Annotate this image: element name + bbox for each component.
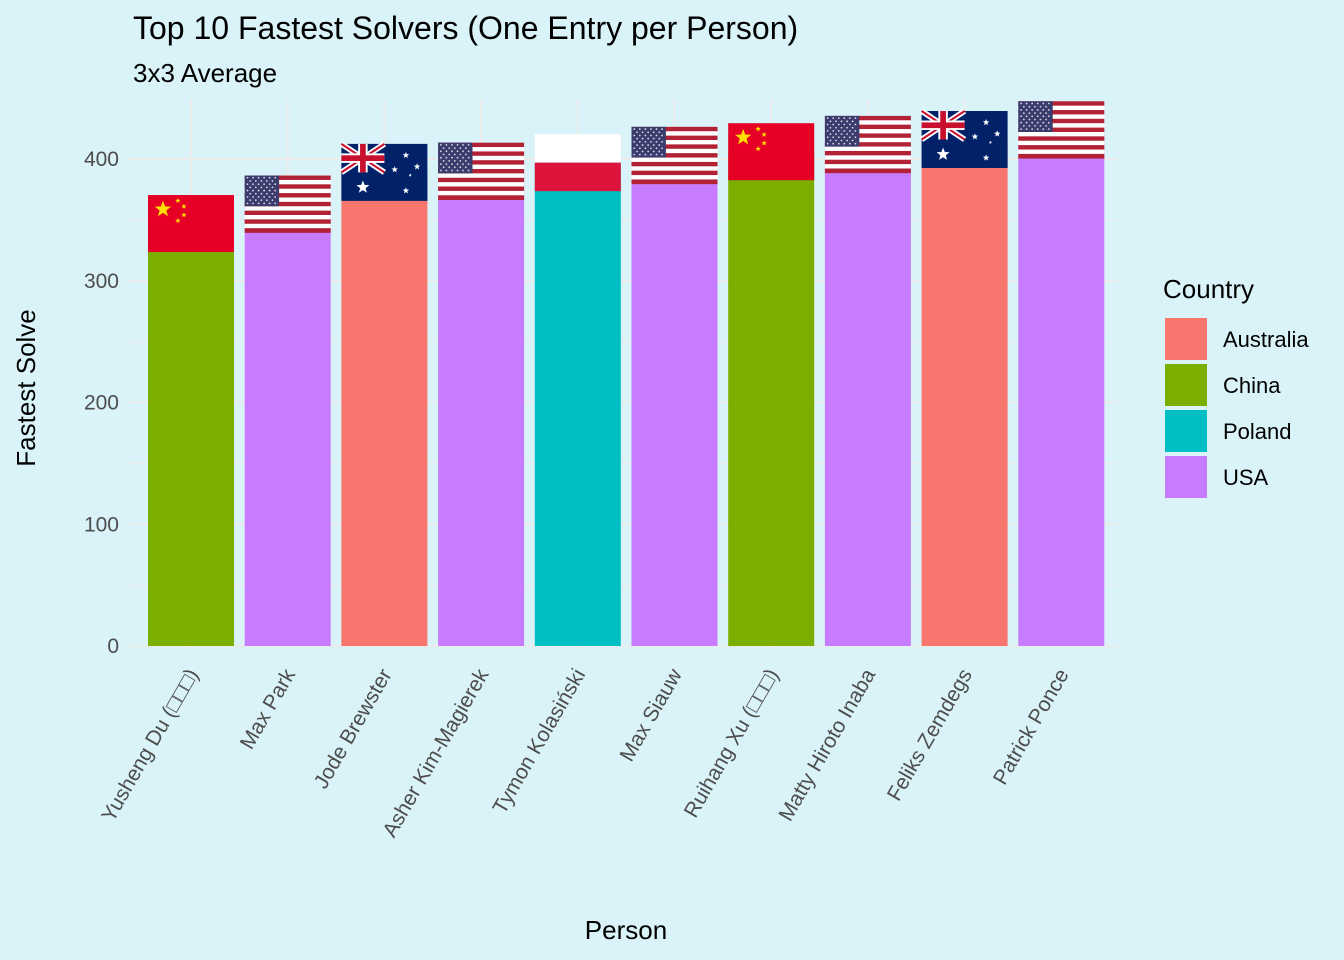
legend: Country Australia China Poland USA	[1163, 274, 1309, 498]
bar	[341, 172, 428, 646]
bar	[1018, 129, 1105, 646]
legend-title: Country	[1163, 274, 1254, 304]
y-tick-label: 400	[84, 148, 119, 171]
chart-title: Top 10 Fastest Solvers (One Entry per Pe…	[133, 10, 798, 46]
y-tick-label: 300	[84, 270, 119, 293]
legend-label: Poland	[1223, 419, 1292, 444]
legend-label: Australia	[1223, 327, 1309, 352]
x-axis-title: Person	[585, 915, 667, 945]
y-axis-ticks: 0 100 200 300 400	[84, 148, 119, 658]
usa-flag-icon	[438, 142, 525, 200]
china-flag-icon	[728, 123, 815, 181]
china-flag-icon	[148, 195, 234, 253]
bar	[244, 204, 331, 647]
y-tick-label: 200	[84, 392, 119, 415]
y-tick-label: 0	[107, 635, 119, 658]
legend-swatch	[1165, 364, 1207, 406]
bar	[438, 171, 525, 647]
bar	[824, 144, 911, 646]
y-axis-title: Fastest Solve	[11, 309, 41, 467]
bar	[148, 223, 234, 646]
legend-label: USA	[1223, 465, 1269, 490]
bars	[148, 129, 1105, 647]
bar	[534, 162, 621, 646]
legend-label: China	[1223, 373, 1281, 398]
bar	[921, 139, 1008, 646]
usa-flag-icon	[244, 175, 331, 233]
y-tick-label: 100	[84, 513, 119, 536]
australia-flag-icon	[339, 141, 428, 201]
usa-flag-icon	[824, 115, 911, 174]
legend-swatch	[1165, 456, 1207, 498]
chart-subtitle: 3x3 Average	[133, 58, 277, 88]
flag-overlays	[148, 101, 1105, 253]
bar	[728, 151, 815, 646]
usa-flag-icon	[1018, 101, 1105, 159]
legend-swatch	[1165, 410, 1207, 452]
australia-flag-icon	[920, 108, 1008, 169]
usa-flag-icon	[631, 126, 718, 185]
poland-flag-icon	[534, 134, 621, 192]
legend-swatch	[1165, 318, 1207, 360]
bar	[631, 155, 718, 646]
